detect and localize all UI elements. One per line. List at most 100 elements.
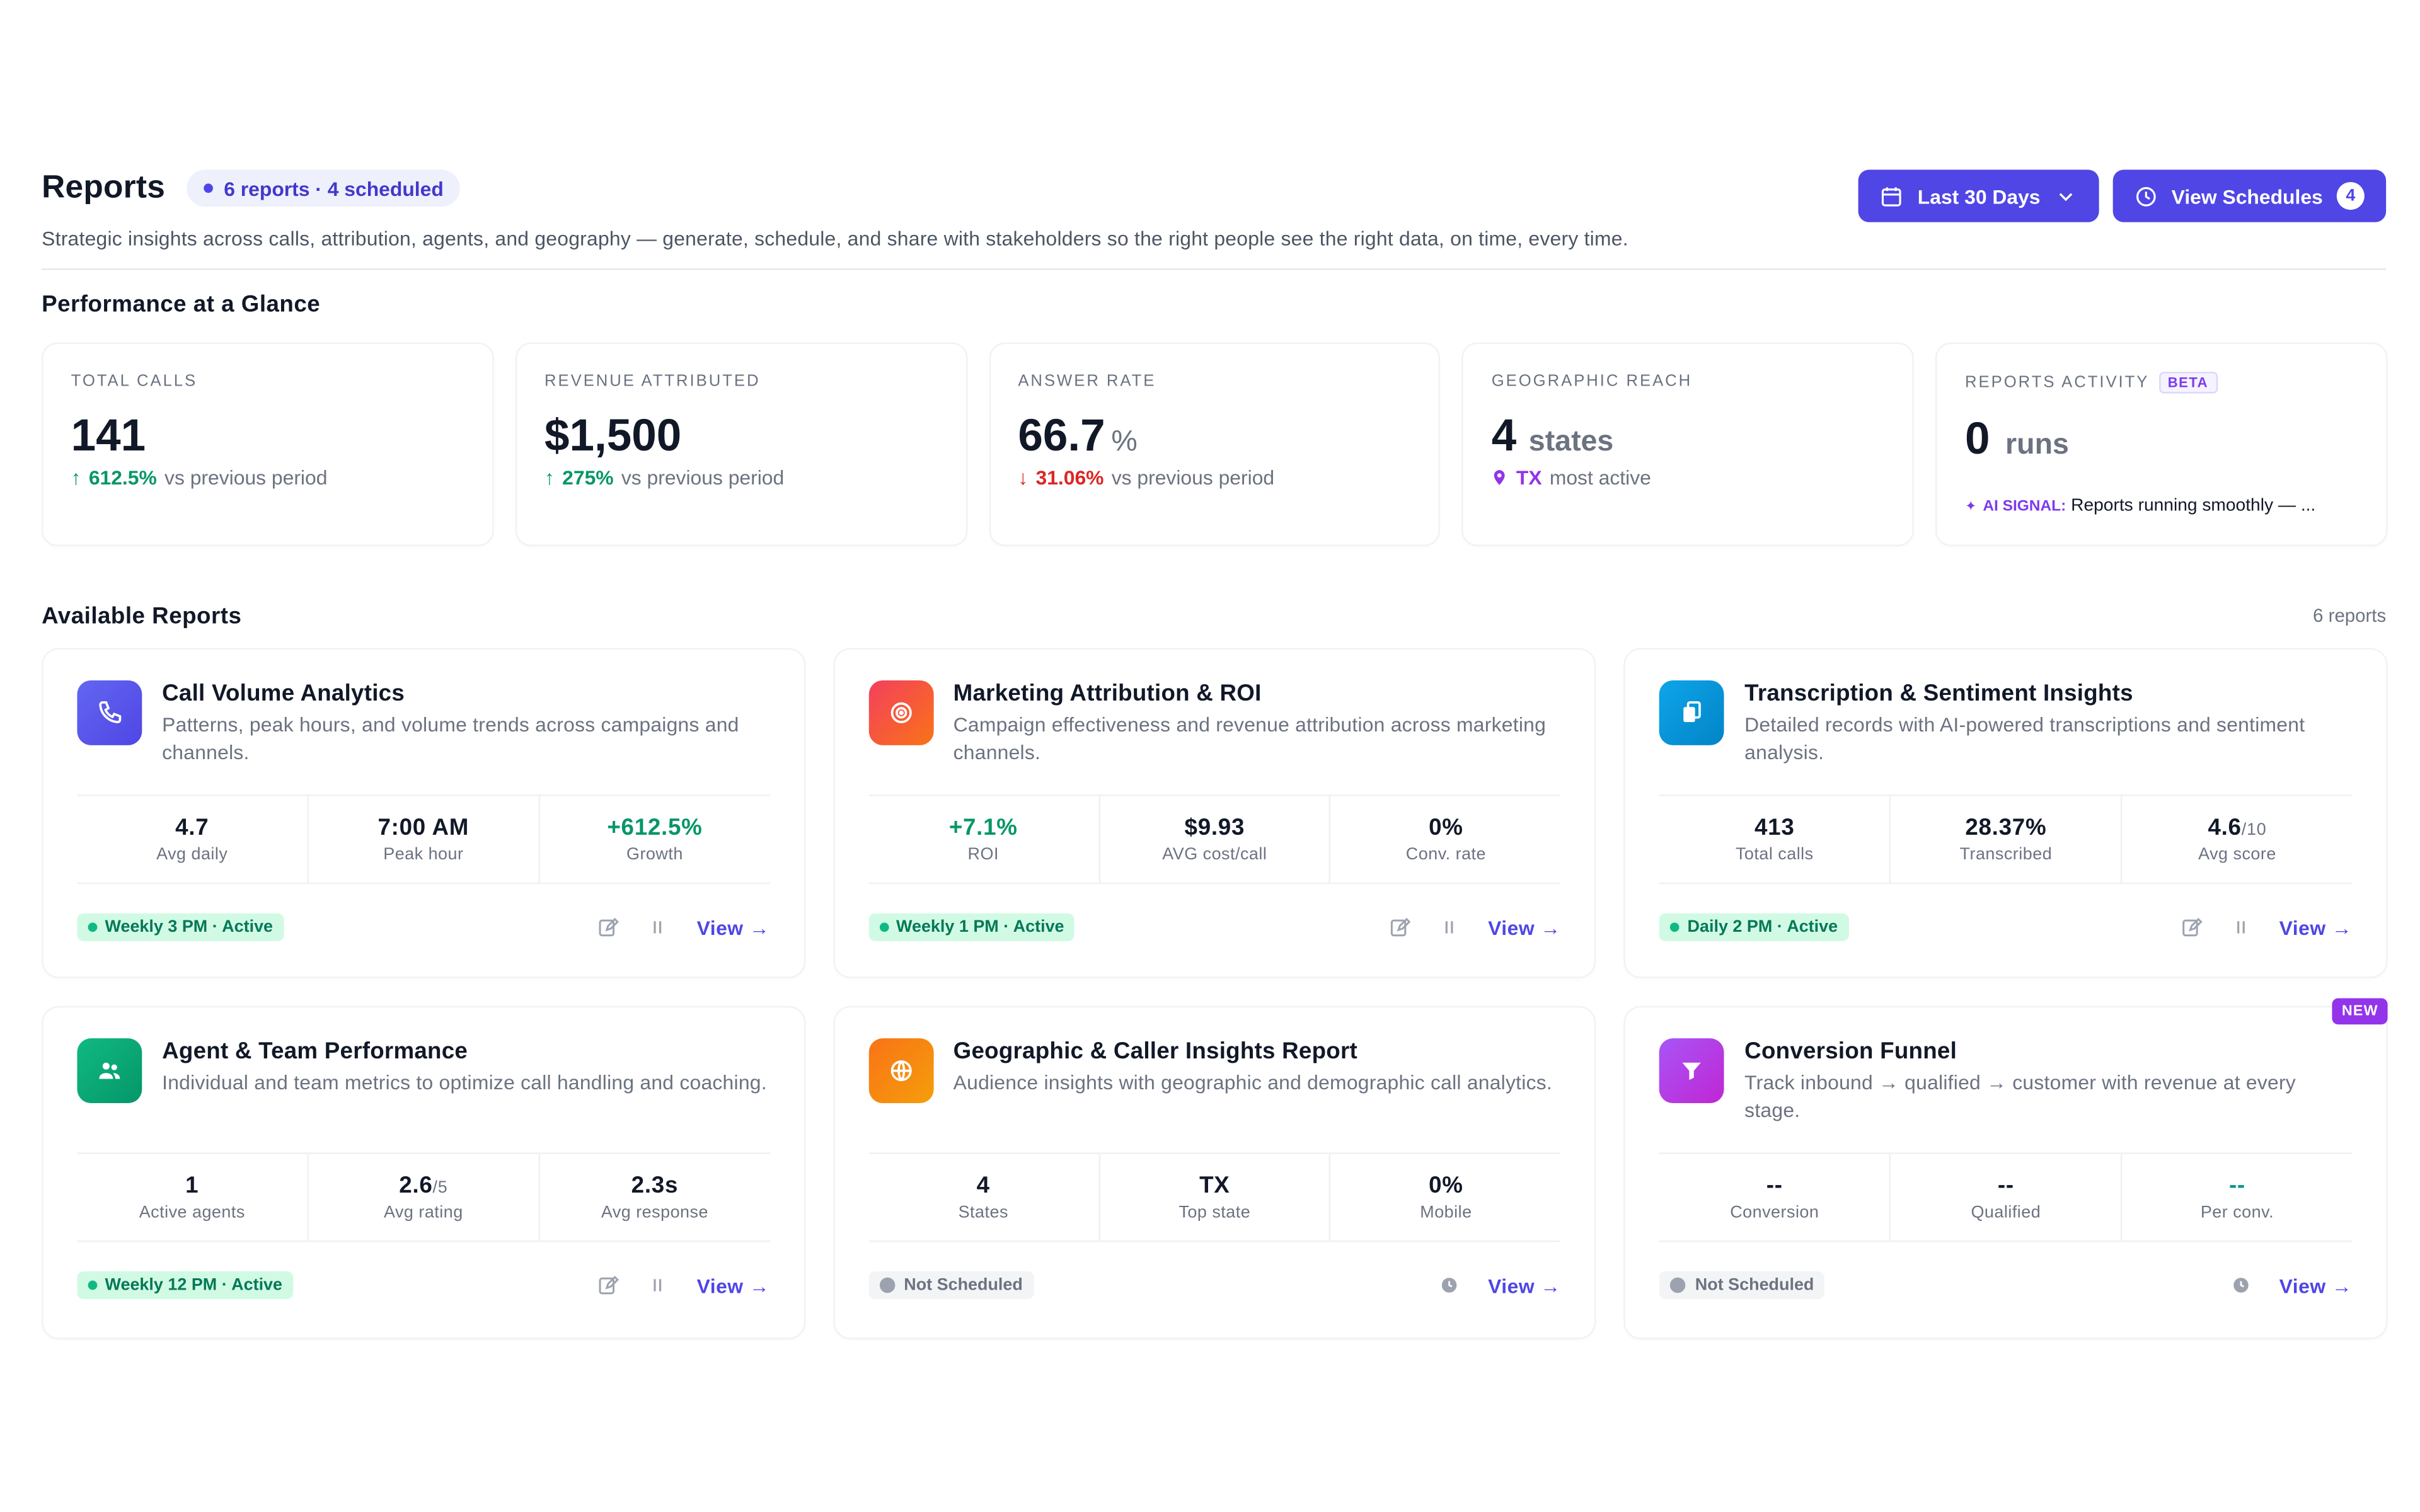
card-description: Individual and team metrics to optimize … [162,1070,767,1094]
pause-icon[interactable] [1439,917,1460,938]
metric-value-wrap: -- [1766,1172,1783,1199]
stat-value-wrap: 0 runs [1965,415,2358,466]
date-range-label: Last 30 Days [1917,184,2041,208]
stat-value-wrap: 66.7% [1018,412,1411,463]
view-report-link[interactable]: View → [2279,1273,2353,1297]
metric-value-wrap: 4 [977,1172,990,1199]
edit-icon[interactable] [1389,917,1411,938]
pause-icon[interactable] [647,1274,669,1296]
schedule-text: Not Scheduled [904,1276,1023,1295]
metric-label: AVG cost/call [1162,845,1267,864]
globe-icon [868,1038,933,1104]
pause-icon[interactable] [2230,917,2251,938]
card-footer: Not Scheduled View → [868,1270,1561,1301]
target-icon [868,680,933,745]
card-actions: View → [2181,915,2352,939]
stat-value-wrap: 141 [71,412,464,463]
delta-text: most active [1549,466,1651,490]
card-metrics: 4.7 Avg daily 7:00 AM Peak hour +612.5% … [77,794,770,885]
card-header: Agent & Team Performance Individual and … [77,1038,769,1104]
metric-value: 4.7 [175,815,209,841]
metric-value-wrap: 2.3s [631,1172,678,1199]
metric-sub: /5 [432,1179,448,1198]
edit-icon[interactable] [2181,917,2203,938]
clock-icon [879,1277,895,1293]
card-metrics: 1 Active agents 2.6/5 Avg rating 2.3s Av… [77,1152,770,1242]
report-card[interactable]: Geographic & Caller Insights Report Audi… [833,1005,1597,1339]
arrow-up-icon: ↑ [544,466,555,490]
report-count-pill: 6 reports · 4 scheduled [187,169,461,207]
metric-value-wrap: 0% [1429,1172,1463,1199]
metric-value-wrap: 28.37% [1965,815,2046,841]
metric-label: Mobile [1420,1203,1472,1222]
report-card[interactable]: Transcription & Sentiment Insights Detai… [1624,648,2388,978]
schedule-text: Daily 2 PM · Active [1687,918,1838,937]
active-dot [88,922,98,932]
metric-label: Conversion [1730,1203,1819,1222]
metric-value: 0% [1429,815,1463,841]
card-actions: View → [2230,1274,2352,1297]
schedule-clock-icon[interactable] [2230,1274,2251,1296]
metric-value-wrap: -- [2229,1172,2245,1199]
schedule-badge: Not Scheduled [868,1271,1034,1300]
stat-value: 4 [1491,411,1517,462]
date-range-button[interactable]: Last 30 Days [1858,169,2099,222]
metric: 1 Active agents [77,1154,309,1240]
view-report-link[interactable]: View → [696,1273,770,1297]
schedules-count-badge: 4 [2336,181,2365,210]
card-title: Conversion Funnel [1744,1038,1957,1065]
metric-label: Total calls [1735,845,1814,864]
card-header: Conversion Funnel Track inbound → qualif… [1659,1038,2352,1125]
report-card[interactable]: NEW Conversion Funnel Track inbound → qu… [1624,998,2388,1339]
metric-sub: /10 [2241,820,2267,840]
metric-value: 7:00 AM [377,815,470,841]
metric-label: Peak hour [383,845,464,864]
card-text: Agent & Team Performance Individual and … [162,1038,767,1103]
schedule-badge: Weekly 1 PM · Active [868,913,1075,941]
metric-label: Avg score [2198,845,2276,864]
report-card[interactable]: Agent & Team Performance Individual and … [42,1005,805,1339]
clock-icon [2136,186,2156,206]
schedule-badge: Weekly 12 PM · Active [77,1271,294,1300]
schedule-clock-icon[interactable] [1439,1274,1460,1296]
card-footer: Weekly 1 PM · Active View → [868,912,1561,942]
card-actions: View → [598,1274,769,1297]
metric-value-wrap: $9.93 [1185,815,1245,841]
report-card[interactable]: Call Volume Analytics Patterns, peak hou… [42,648,805,978]
view-report-link[interactable]: View → [696,915,770,939]
schedule-badge: Not Scheduled [1659,1271,1825,1300]
card-title: Marketing Attribution & ROI [953,680,1262,707]
page-header: Reports 6 reports · 4 scheduled [42,169,2386,207]
stat-value-wrap: 4 states [1492,412,1885,463]
delta-value: 31.06% [1035,466,1104,490]
card-actions: View → [1439,1274,1561,1297]
report-count-text: 6 reports · 4 scheduled [224,176,444,200]
metric: 4.7 Avg daily [77,796,309,883]
metric-label: Growth [626,845,683,864]
stat-unit: states [1528,425,1614,459]
reports-grid: Call Volume Analytics Patterns, peak hou… [42,648,2388,1339]
report-card[interactable]: Marketing Attribution & ROI Campaign eff… [833,648,1597,978]
metric-label: States [958,1203,1008,1222]
card-text: Transcription & Sentiment Insights Detai… [1744,680,2352,767]
stat-unit: runs [2005,428,2069,462]
view-schedules-button[interactable]: View Schedules 4 [2112,169,2387,222]
card-footer: Daily 2 PM · Active View → [1659,912,2352,942]
stat-card-total-calls: TOTAL CALLS 141 ↑ 612.5% vs previous per… [42,342,494,546]
active-dot [879,922,889,932]
metric: -- Qualified [1891,1154,2123,1240]
active-dot [88,1280,98,1290]
view-report-link[interactable]: View → [2279,915,2353,939]
metric-label: Qualified [1971,1203,2041,1222]
card-actions: View → [1389,915,1560,939]
active-dot [1670,922,1680,932]
ai-signal-text: Reports running smoothly — ... [2071,496,2316,515]
view-report-link[interactable]: View → [1488,1273,1561,1297]
edit-icon[interactable] [598,1274,620,1296]
card-metrics: 413 Total calls 28.37% Transcribed 4.6/1… [1659,794,2353,885]
metric-value: 413 [1754,815,1795,841]
view-report-link[interactable]: View → [1488,915,1561,939]
pause-icon[interactable] [647,917,669,938]
map-pin-icon [1494,470,1506,485]
edit-icon[interactable] [598,917,620,938]
